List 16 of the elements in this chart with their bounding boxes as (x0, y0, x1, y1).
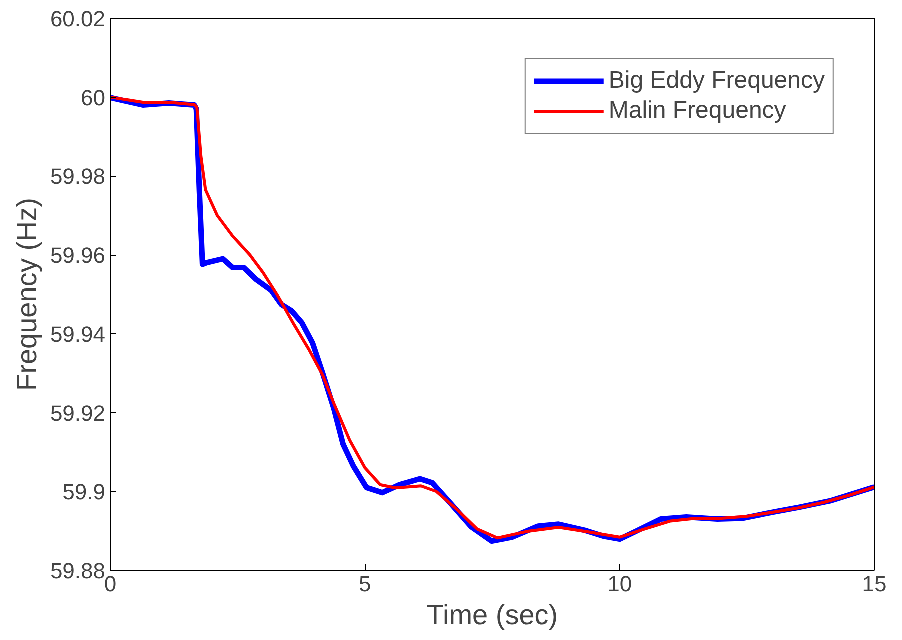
x-axis-title: Time (sec) (426, 600, 558, 630)
x-tick-label: 15 (862, 572, 887, 596)
y-tick-label: 59.98 (50, 164, 106, 190)
y-tick-label: 59.9 (62, 480, 106, 505)
y-tick-label: 59.96 (50, 243, 106, 268)
x-tick-label: 10 (608, 572, 632, 596)
legend-label: Malin Frequency (608, 97, 786, 125)
y-tick-label: 60 (81, 85, 106, 110)
y-axis-title: Frequency (Hz) (11, 198, 42, 391)
y-tick-label: 59.94 (50, 322, 106, 347)
x-tick-label: 5 (359, 572, 372, 596)
x-tick-label: 0 (104, 572, 117, 596)
legend-label: Big Eddy Frequency (608, 67, 825, 95)
y-tick-label: 59.88 (50, 558, 106, 584)
y-tick-label: 60.02 (50, 6, 106, 32)
y-tick-label: 59.92 (50, 400, 106, 426)
